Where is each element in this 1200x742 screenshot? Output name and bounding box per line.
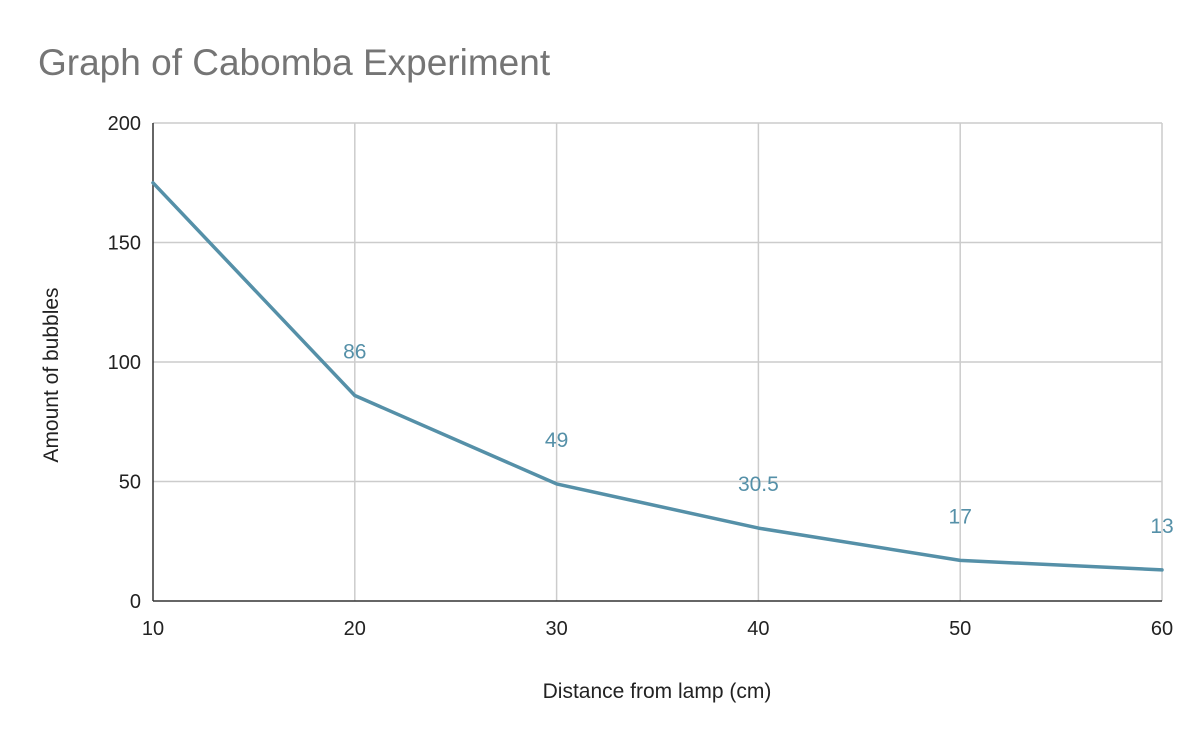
y-axis-label: Amount of bubbles xyxy=(40,287,63,462)
x-axis-label: Distance from lamp (cm) xyxy=(543,680,772,703)
data-label-40: 30.5 xyxy=(738,473,779,496)
axes xyxy=(152,123,1162,602)
tick-labels: 0 50 100 150 200 10 20 30 40 50 60 xyxy=(108,113,1174,640)
x-tick-label-30: 30 xyxy=(545,618,567,640)
y-tick-label-200: 200 xyxy=(108,113,141,135)
gridlines xyxy=(153,122,1163,601)
x-tick-label-10: 10 xyxy=(142,618,164,640)
series xyxy=(151,181,1164,572)
y-tick-label-150: 150 xyxy=(108,233,141,255)
x-tick-label-40: 40 xyxy=(747,618,769,640)
chart-title: Graph of Cabomba Experiment xyxy=(38,42,551,83)
y-tick-label-50: 50 xyxy=(119,472,141,494)
data-label-30: 49 xyxy=(545,429,568,452)
x-tick-label-60: 60 xyxy=(1151,618,1173,640)
data-label-20: 86 xyxy=(343,340,366,363)
data-label-60: 13 xyxy=(1150,515,1173,538)
x-tick-label-20: 20 xyxy=(344,618,366,640)
x-tick-label-50: 50 xyxy=(949,618,971,640)
y-tick-label-0: 0 xyxy=(130,591,141,613)
data-labels: 86 49 30.5 17 13 xyxy=(343,340,1174,537)
data-label-50: 17 xyxy=(949,505,972,528)
series-line-0 xyxy=(151,181,1164,572)
y-tick-label-100: 100 xyxy=(108,352,141,374)
